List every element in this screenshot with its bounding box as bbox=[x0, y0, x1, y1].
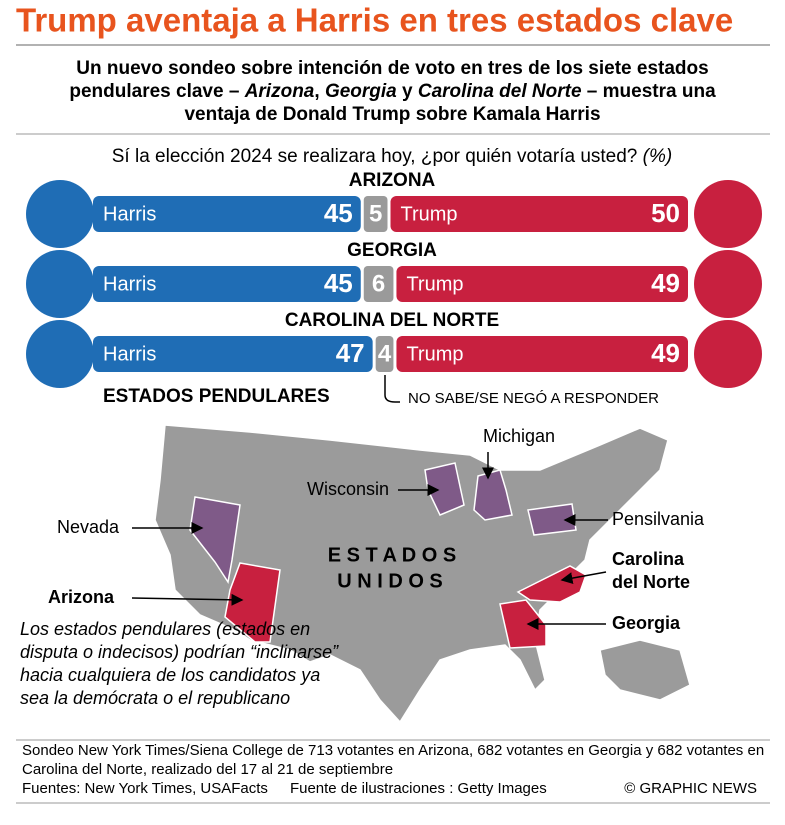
value-label: 5 bbox=[369, 200, 382, 227]
candidate-label: Trump bbox=[406, 273, 463, 295]
value-label: 45 bbox=[324, 268, 353, 298]
state-label: Arizona bbox=[48, 587, 115, 607]
bar bbox=[396, 266, 688, 302]
alaska bbox=[599, 639, 691, 701]
map bbox=[154, 424, 691, 724]
question-unit: (%) bbox=[643, 146, 673, 167]
arrows bbox=[131, 452, 608, 630]
arrow bbox=[131, 593, 244, 606]
state-label: Michigan bbox=[483, 426, 555, 446]
bar bbox=[396, 336, 688, 372]
country-label: U N I D O S bbox=[337, 570, 443, 592]
sources: Fuentes: New York Times, USAFacts bbox=[22, 780, 268, 797]
subtitle-part: Carolina del Norte bbox=[417, 81, 582, 102]
value-label: 45 bbox=[324, 198, 353, 228]
pennsylvania bbox=[527, 503, 577, 536]
title: Trump aventaja a Harris en tres estados … bbox=[16, 2, 733, 39]
state-label: Nevada bbox=[57, 517, 120, 537]
portrait bbox=[694, 250, 762, 318]
bar bbox=[363, 196, 388, 232]
question-text: Sí la elección 2024 se realizara hoy, ¿p… bbox=[112, 146, 638, 167]
illustrations: Fuente de ilustraciones : Getty Images bbox=[289, 780, 547, 797]
candidate-label: Harris bbox=[103, 273, 156, 295]
value-label: 50 bbox=[651, 198, 680, 228]
state-label: del Norte bbox=[612, 572, 690, 592]
country-label: E S T A D O S bbox=[328, 544, 457, 566]
georgia bbox=[499, 599, 547, 649]
candidate-label: Trump bbox=[401, 203, 458, 225]
subtitle-part: , bbox=[314, 81, 325, 102]
portrait bbox=[694, 180, 762, 248]
value-label: 49 bbox=[651, 338, 680, 368]
bar bbox=[93, 196, 361, 232]
portrait bbox=[694, 320, 762, 388]
arrow bbox=[560, 571, 607, 585]
portrait bbox=[26, 180, 94, 248]
portrait bbox=[26, 250, 94, 318]
subtitle: Un nuevo sondeo sobre intención de voto … bbox=[40, 57, 745, 126]
candidate-label: Trump bbox=[406, 343, 463, 365]
arizona bbox=[224, 562, 281, 643]
arrow bbox=[384, 375, 400, 403]
footer: Sondeo New York Times/Siena College de 7… bbox=[22, 741, 767, 798]
subtitle-part: Arizona bbox=[244, 81, 315, 102]
subtitle-part: Un nuevo sondeo sobre intención de voto … bbox=[69, 58, 709, 102]
state-name: CAROLINA DEL NORTE bbox=[285, 310, 499, 331]
value-label: 6 bbox=[372, 270, 385, 297]
credit: © GRAPHIC NEWS bbox=[624, 780, 757, 797]
nevada bbox=[189, 496, 241, 584]
value-label: 47 bbox=[336, 338, 365, 368]
value-label: 49 bbox=[651, 268, 680, 298]
bar bbox=[363, 266, 394, 302]
state-name: GEORGIA bbox=[347, 240, 437, 261]
michigan bbox=[473, 469, 513, 521]
note: Los estados pendulares (estados en dispu… bbox=[20, 619, 339, 708]
footer-line: Fuentes: New York Times, USAFacts Fuente… bbox=[22, 779, 767, 798]
state-label: Carolina bbox=[612, 549, 685, 569]
map-title: ESTADOS PENDULARES bbox=[103, 386, 330, 407]
source-note: Sondeo New York Times/Siena College de 7… bbox=[22, 742, 765, 778]
portrait bbox=[26, 320, 94, 388]
bar bbox=[93, 336, 373, 372]
state-label: Wisconsin bbox=[307, 479, 389, 499]
value-label: 4 bbox=[378, 340, 392, 367]
undecided-note: NO SABE/SE NEGÓ A RESPONDER bbox=[408, 390, 659, 407]
subtitle-part: – muestra una ventaja de Donald Trump so… bbox=[184, 81, 716, 125]
state-name: ARIZONA bbox=[349, 170, 436, 191]
state-label: Georgia bbox=[612, 613, 681, 633]
question: Sí la elección 2024 se realizara hoy, ¿p… bbox=[112, 146, 672, 167]
bar bbox=[93, 266, 361, 302]
subtitle-part: Georgia bbox=[324, 81, 397, 102]
state-label: Pensilvania bbox=[612, 509, 705, 529]
subtitle-part: y bbox=[396, 81, 418, 102]
bar bbox=[390, 196, 688, 232]
us-outline bbox=[154, 424, 669, 724]
candidate-label: Harris bbox=[103, 343, 156, 365]
bar bbox=[375, 336, 394, 372]
candidate-label: Harris bbox=[103, 203, 156, 225]
